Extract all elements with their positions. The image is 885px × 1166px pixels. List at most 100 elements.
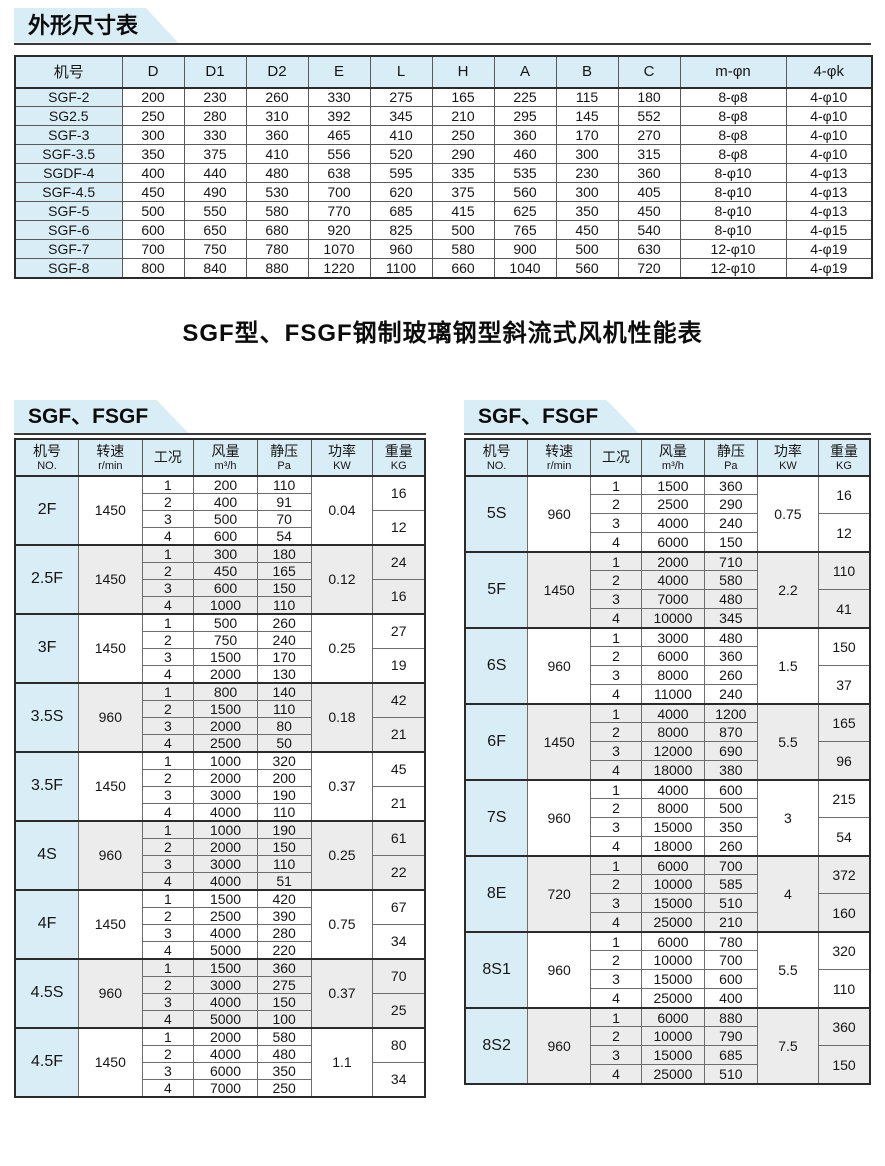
- power-cell: 0.18: [310, 681, 374, 753]
- dim-value-cell: 1220: [307, 258, 371, 278]
- pressure-cell: 420: [256, 888, 312, 908]
- pressure-cell: 600: [703, 778, 758, 800]
- airflow-cell: 4000: [641, 778, 705, 800]
- dim-value-cell: 4-φ10: [785, 106, 873, 126]
- pressure-cell: 585: [703, 874, 758, 895]
- condition-cell: 3: [590, 513, 643, 534]
- perf-row: 3 15000 600 110: [465, 969, 871, 1009]
- perf-row: 4 2000 130: [15, 664, 425, 684]
- pressure-cell: 240: [703, 513, 758, 534]
- dim-value-cell: 490: [183, 182, 247, 202]
- weight-cell: 12: [818, 513, 871, 553]
- pressure-cell: 150: [256, 837, 312, 856]
- weight-cell: 34: [372, 1061, 426, 1098]
- pressure-cell: 700: [703, 950, 758, 971]
- dim-value-cell: 480: [245, 163, 309, 183]
- airflow-cell: 5000: [193, 1009, 258, 1029]
- condition-cell: 4: [141, 526, 195, 546]
- pressure-cell: 80: [256, 716, 312, 735]
- dim-value-cell: 550: [183, 201, 247, 221]
- dimensions-section-label: 外形尺寸表: [28, 13, 139, 38]
- pressure-cell: 220: [256, 940, 312, 960]
- pressure-cell: 260: [256, 612, 312, 632]
- model-cell: 6S: [464, 626, 529, 705]
- power-cell: 7.5: [756, 1006, 820, 1085]
- performance-section: SGF、FSGF 机号 NO. 转速 r/min 工况 风量 m³/h 静压 Pa 功率 KW 重量 K…: [14, 400, 871, 1098]
- perf-header-unit: Pa: [724, 459, 738, 472]
- condition-cell: 1: [590, 778, 643, 800]
- airflow-cell: 1000: [193, 595, 258, 615]
- pressure-cell: 780: [703, 930, 758, 952]
- pressure-cell: 50: [256, 733, 312, 753]
- airflow-cell: 6000: [193, 1061, 258, 1080]
- dim-value-cell: 12-φ10: [679, 239, 787, 259]
- pressure-cell: 250: [256, 1078, 312, 1098]
- perf-header-main: 静压: [716, 442, 745, 459]
- weight-cell: 160: [818, 893, 871, 933]
- speed-cell: 960: [527, 778, 592, 857]
- dim-value-cell: 360: [617, 163, 681, 183]
- speed-cell: 960: [527, 626, 592, 705]
- perf-column-header: 静压 Pa: [703, 437, 758, 477]
- perf-column-header: 功率 KW: [310, 437, 374, 477]
- perf-header-main: 重量: [384, 442, 413, 459]
- weight-cell: 34: [372, 923, 426, 960]
- perf-row: 2 10000 700: [465, 950, 870, 971]
- airflow-cell: 25000: [641, 988, 705, 1009]
- pressure-cell: 480: [703, 589, 758, 610]
- pressure-cell: 110: [256, 474, 312, 494]
- power-cell: 2.2: [756, 550, 820, 629]
- condition-cell: 3: [590, 741, 643, 762]
- condition-cell: 1: [141, 888, 195, 908]
- perf-row: 4S 960 1 1000 190 0.25 61: [14, 819, 426, 891]
- condition-cell: 3: [141, 716, 195, 735]
- perf-row: 2 10000 790: [465, 1026, 870, 1047]
- airflow-cell: 4000: [193, 923, 258, 942]
- speed-cell: 960: [527, 930, 592, 1009]
- dim-value-cell: 450: [555, 220, 619, 240]
- model-cell: 5F: [464, 550, 529, 629]
- pressure-cell: 350: [256, 1061, 312, 1080]
- pressure-cell: 54: [256, 526, 312, 546]
- pressure-cell: 480: [703, 626, 758, 648]
- perf-row: 4 25000 510: [465, 1064, 870, 1085]
- speed-cell: 1450: [78, 612, 143, 684]
- condition-cell: 4: [590, 836, 643, 857]
- airflow-cell: 4000: [193, 992, 258, 1011]
- dim-value-cell: 4-φ15: [785, 220, 873, 240]
- power-cell: 0.37: [310, 957, 374, 1029]
- perf-row: 4 10000 345: [465, 608, 870, 629]
- dim-value-cell: 900: [493, 239, 557, 259]
- dim-value-cell: 350: [121, 144, 185, 164]
- perf-header-main: 工况: [602, 449, 631, 466]
- condition-cell: 4: [590, 608, 643, 629]
- condition-cell: 2: [141, 906, 195, 925]
- power-cell: 0.12: [310, 543, 374, 615]
- perf-table-body: 5S 960 1 1500 360 0.75 16 2 2500 290 3 4000 240 12 4 60…: [464, 474, 871, 1085]
- dim-value-cell: 300: [121, 125, 185, 145]
- perf-row: 3F 1450 1 500 260 0.25 27: [14, 612, 426, 684]
- perf-row: 4 1000 110: [15, 595, 425, 615]
- dim-value-cell: 230: [555, 163, 619, 183]
- airflow-cell: 6000: [641, 854, 705, 876]
- weight-cell: 96: [818, 741, 871, 781]
- pressure-cell: 580: [703, 570, 758, 591]
- airflow-cell: 18000: [641, 760, 705, 781]
- dim-table-row: SGF-7 700 750 780 1070 960 580 900 500 630 12-φ10 4…: [14, 239, 873, 259]
- dim-value-cell: 410: [369, 125, 433, 145]
- condition-cell: 1: [141, 612, 195, 632]
- dim-value-cell: 200: [121, 87, 185, 107]
- pressure-cell: 360: [703, 646, 758, 667]
- condition-cell: 2: [590, 570, 643, 591]
- perf-column-header: 功率 KW: [756, 437, 820, 477]
- pressure-cell: 1200: [703, 702, 758, 724]
- weight-cell: 21: [372, 785, 426, 822]
- dim-column-header: H: [431, 55, 495, 89]
- dim-value-cell: 180: [617, 87, 681, 107]
- dim-value-cell: 650: [183, 220, 247, 240]
- pressure-cell: 350: [703, 817, 758, 838]
- dim-model-cell: SGF-6: [14, 220, 123, 240]
- airflow-cell: 7000: [193, 1078, 258, 1098]
- dim-value-cell: 8-φ10: [679, 220, 787, 240]
